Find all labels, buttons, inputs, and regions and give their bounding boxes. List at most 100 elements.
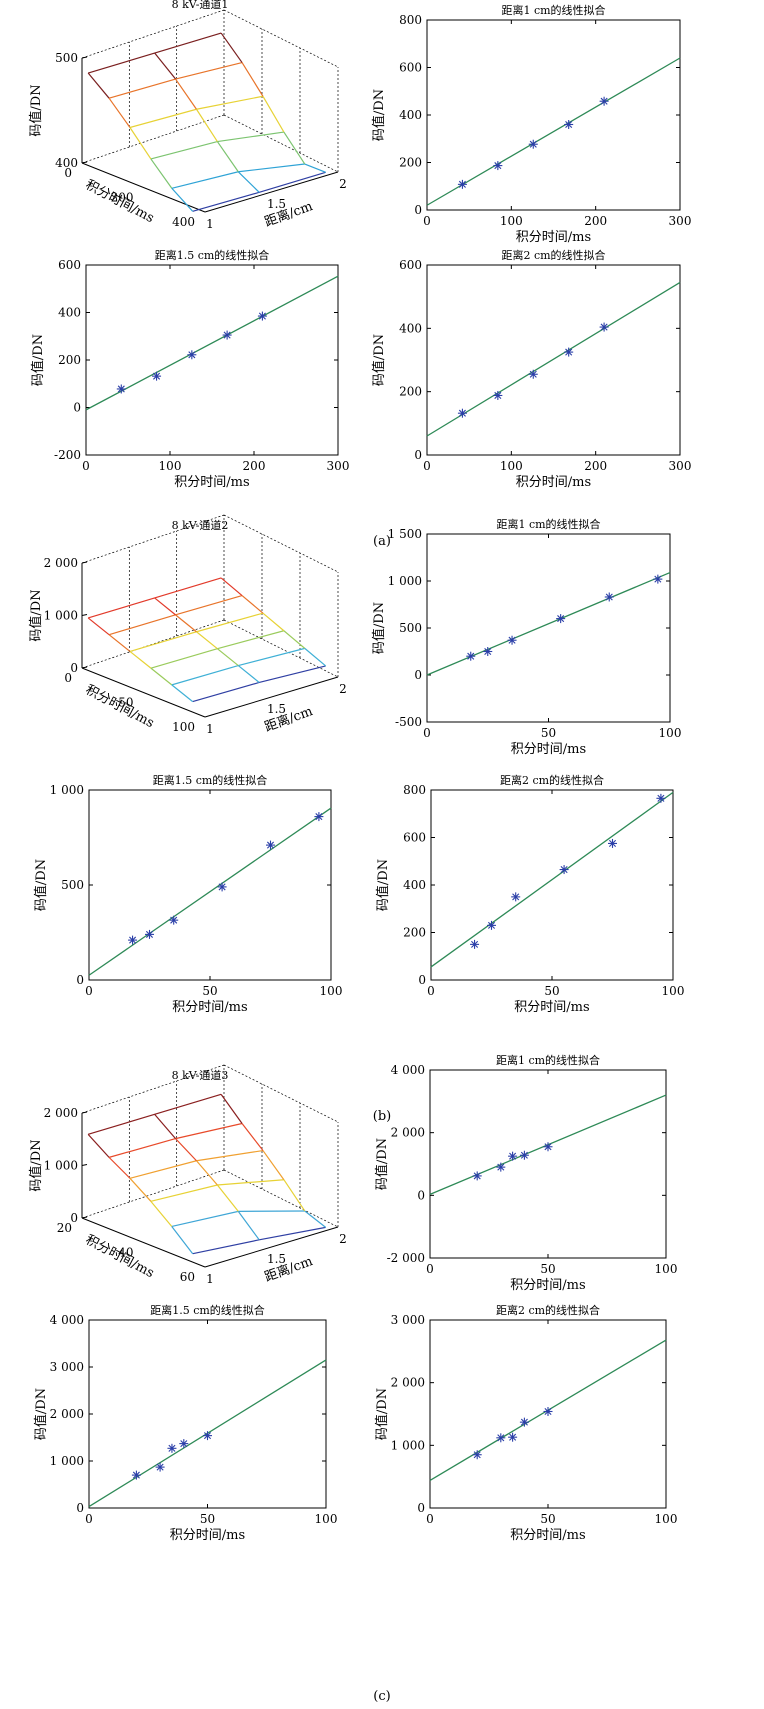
data-point [496,1162,506,1172]
x-tick-label: 0 [427,984,435,998]
surface-row-line [171,1210,305,1228]
y-tick-label: 800 [399,13,422,27]
point-stroke [117,385,125,393]
grid-line [223,1064,339,1123]
x-tick-label: 100 [659,726,682,740]
data-point [257,311,267,321]
point-stroke [560,866,568,874]
data-point [155,1462,165,1472]
point-stroke [494,391,502,400]
grid-line [81,1169,225,1219]
data-point [564,347,574,357]
grid-line [223,114,339,173]
x-axis-label: 积分时间/ms [510,1528,585,1543]
surface-col-line [220,1094,243,1124]
y-tick-label: 400 [58,306,81,320]
point-stroke [266,841,275,849]
y-tick-label: 600 [399,61,422,75]
surface-col-line [150,1200,173,1227]
x-tick-label: 200 [243,459,266,473]
x-axis-label: 积分时间/ms [510,1278,585,1293]
x-tick-label: 50 [202,984,217,998]
point-stroke [473,1451,481,1459]
surface-col-line [237,1211,260,1241]
y-tick-label: 0 [73,401,81,415]
y-tick-label: 200 [403,926,426,940]
surface-col-line [154,1113,177,1139]
y-tick-label: -500 [395,715,422,729]
chart-title: 距离1 cm的线性拟合 [496,517,600,531]
data-point [470,939,480,949]
x-tick-label: 1.5 [267,702,286,716]
surface-col-line [196,631,218,650]
surface-row-line [129,95,264,129]
y-tick-label: 1 000 [391,1438,425,1452]
surface-col-line [262,612,285,632]
data-point [483,647,493,656]
point-stroke [497,1163,505,1171]
point-stroke [509,1152,517,1160]
data-point [543,1142,553,1152]
chart-title: 距离1 cm的线性拟合 [496,1053,600,1067]
x-tick-label: 50 [200,1512,215,1526]
chart-title: 距离2 cm的线性拟合 [496,1303,600,1317]
chart-title: 距离1.5 cm的线性拟合 [153,773,268,787]
data-point [519,1150,529,1160]
y-tick-label: 400 [403,878,426,892]
chart-title: 距离1.5 cm的线性拟合 [155,248,270,262]
surface-row-line [192,1226,326,1255]
data-point [187,350,197,360]
x-tick-label: 100 [315,1512,338,1526]
x-tick-label: 0 [426,1512,434,1526]
point-stroke [512,893,520,901]
surface-col-line [108,97,131,128]
data-point [266,840,275,850]
chart-title: 距离2 cm的线性拟合 [501,248,605,262]
y-axis-label: 码值/DN [33,1388,49,1440]
data-point [179,1439,189,1449]
y-tick-label: 600 [403,831,426,845]
y-tick-label: 2 000 [391,1376,425,1390]
y-axis-line [81,162,206,213]
surface-col-line [87,617,110,636]
surface-col-line [129,650,152,669]
y-tick-label: 20 [57,1221,72,1235]
x-axis-line [204,676,339,718]
y-axis-label: 积分时间/ms [83,178,157,227]
point-stroke [608,839,617,847]
point-stroke [458,180,466,188]
point-stroke [473,1172,481,1180]
z-tick-mark [81,56,88,59]
surface-col-line [304,647,327,667]
z-tick-label: 1 000 [44,1159,78,1173]
surface-col-line [283,1179,306,1212]
data-point [203,1431,212,1441]
fit-line [85,275,339,411]
grid-line [223,1169,339,1228]
data-point [457,179,467,189]
x-tick-label: 2 [339,177,347,191]
data-point [653,574,663,584]
chart-title: 距离2 cm的线性拟合 [500,773,604,787]
surface-col-line [262,1150,285,1181]
data-point [599,96,609,106]
point-stroke [600,97,608,105]
point-stroke [520,1418,528,1426]
data-point [564,120,574,129]
data-point [508,1151,518,1161]
surface-col-line [241,62,264,97]
chart-title: 距离1 cm的线性拟合 [501,3,605,17]
y-tick-label: 400 [399,108,422,122]
y-tick-label: 100 [172,720,195,734]
surface-col-line [154,52,177,80]
data-point [314,812,324,822]
surface-col-line [87,72,110,99]
x-axis-line [204,1226,339,1268]
x-tick-label: 50 [540,1512,555,1526]
point-stroke [529,140,537,148]
surface-col-line [262,95,285,133]
y-tick-label: 200 [399,156,422,170]
x-tick-label: 300 [669,459,692,473]
